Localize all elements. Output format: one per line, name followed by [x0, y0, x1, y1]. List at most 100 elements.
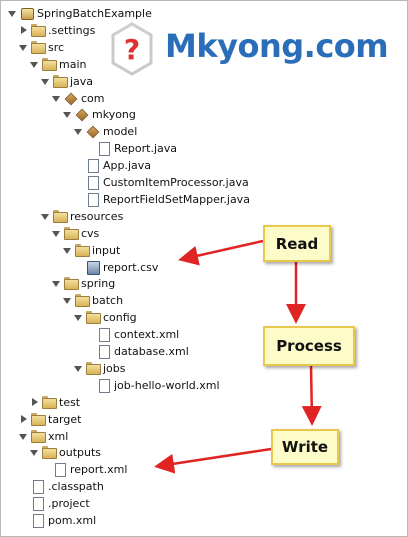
folder-icon [31, 23, 46, 37]
twisty-spacer [18, 481, 29, 492]
tree-item-label: test [59, 395, 81, 409]
collapse-arrow-icon[interactable] [18, 414, 29, 425]
expand-arrow-icon[interactable] [62, 295, 73, 306]
tree-item[interactable]: test [29, 394, 80, 411]
tree-item[interactable]: resources [40, 208, 123, 225]
folder-icon [75, 294, 90, 308]
tree-item[interactable]: context.xml [84, 326, 179, 343]
project-icon [20, 7, 34, 20]
collapse-arrow-icon[interactable] [29, 397, 40, 408]
tree-item-label: java [70, 74, 94, 88]
tree-item-label: src [48, 40, 65, 54]
folder-icon [86, 361, 101, 375]
tree-item-label: jobs [103, 361, 126, 375]
tree-item[interactable]: pom.xml [18, 512, 96, 529]
tree-item[interactable]: database.xml [84, 343, 189, 360]
expand-arrow-icon[interactable] [7, 8, 18, 19]
folder-icon [64, 277, 79, 291]
folder-icon [31, 412, 46, 426]
tree-item-label: pom.xml [48, 514, 97, 527]
file-icon [86, 159, 100, 174]
expand-arrow-icon[interactable] [40, 76, 51, 87]
write-note: Write [271, 429, 339, 465]
tree-item[interactable]: job-hello-world.xml [84, 377, 220, 394]
tree-item[interactable]: CustomItemProcessor.java [73, 174, 249, 191]
mkyong-logo: ? Mkyong.com [109, 21, 403, 81]
twisty-spacer [84, 346, 95, 357]
expand-arrow-icon[interactable] [51, 278, 62, 289]
package-icon [86, 125, 100, 138]
tree-item[interactable]: java [40, 73, 93, 90]
tree-item[interactable]: config [73, 309, 137, 326]
tree-item[interactable]: report.csv [73, 259, 158, 276]
folder-icon [53, 209, 68, 223]
expand-arrow-icon[interactable] [51, 93, 62, 104]
file-icon [97, 345, 111, 359]
tree-item[interactable]: SpringBatchExample [7, 5, 152, 22]
folder-icon [64, 226, 79, 240]
write-to-xml-arrow [154, 447, 272, 474]
tree-item[interactable]: target [18, 411, 81, 428]
expand-arrow-icon[interactable] [73, 363, 84, 374]
expand-arrow-icon[interactable] [18, 431, 29, 442]
tree-item[interactable]: .project [18, 495, 90, 512]
process-to-write-arrow [301, 363, 322, 426]
twisty-spacer [73, 262, 84, 273]
expand-arrow-icon[interactable] [62, 109, 73, 120]
tree-item[interactable]: jobs [73, 360, 126, 377]
tree-item-label: report.xml [70, 463, 128, 477]
tree-item[interactable]: Report.java [84, 140, 177, 157]
twisty-spacer [18, 498, 29, 509]
tree-item[interactable]: cvs [51, 225, 99, 242]
tree-item[interactable]: ReportFieldSetMapper.java [73, 191, 250, 208]
file-icon [97, 378, 111, 393]
folder-icon [42, 57, 57, 71]
tree-item-label: App.java [103, 159, 152, 173]
tree-item-label: ReportFieldSetMapper.java [103, 192, 250, 206]
file-icon [97, 328, 111, 343]
tree-item[interactable]: spring [51, 275, 115, 292]
expand-arrow-icon[interactable] [73, 312, 84, 323]
expand-arrow-icon[interactable] [29, 447, 40, 458]
tree-item[interactable]: mkyong [62, 106, 136, 123]
tree-item-label: report.csv [103, 260, 159, 274]
tree-item[interactable]: com [51, 90, 105, 107]
folder-icon [42, 446, 57, 460]
tree-item-label: .classpath [48, 480, 104, 494]
csv-icon [86, 260, 100, 275]
package-icon [75, 108, 89, 121]
tree-item-label: com [81, 91, 105, 105]
expand-arrow-icon[interactable] [73, 126, 84, 137]
file-icon [31, 497, 45, 512]
tree-item[interactable]: .classpath [18, 478, 104, 495]
expand-arrow-icon[interactable] [18, 42, 29, 53]
tree-item[interactable]: outputs [29, 444, 101, 461]
tree-item[interactable]: model [73, 123, 137, 140]
tree-item-label: .project [48, 497, 90, 511]
collapse-arrow-icon[interactable] [18, 25, 29, 36]
tree-item[interactable]: main [29, 56, 86, 73]
tree-item-label: mkyong [92, 108, 136, 122]
tree-item-label: outputs [59, 446, 102, 460]
twisty-spacer [73, 177, 84, 188]
tree-item[interactable]: input [62, 242, 120, 259]
expand-arrow-icon[interactable] [62, 245, 73, 256]
folder-icon [75, 243, 90, 257]
tree-item[interactable]: batch [62, 292, 123, 309]
tree-item-label: Report.java [114, 142, 178, 156]
tree-item-label: main [59, 57, 87, 71]
tree-item-label: config [103, 311, 137, 325]
folder-icon [31, 429, 46, 443]
tree-item-label: xml [48, 429, 69, 443]
process-note: Process [263, 326, 355, 366]
tree-item[interactable]: src [18, 39, 64, 56]
tree-item[interactable]: xml [18, 428, 68, 445]
folder-icon [53, 74, 68, 88]
folder-icon [31, 40, 46, 54]
tree-item[interactable]: report.xml [40, 461, 127, 478]
expand-arrow-icon[interactable] [40, 211, 51, 222]
tree-item[interactable]: App.java [73, 157, 151, 174]
tree-item[interactable]: .settings [18, 22, 95, 39]
expand-arrow-icon[interactable] [51, 228, 62, 239]
expand-arrow-icon[interactable] [29, 59, 40, 70]
